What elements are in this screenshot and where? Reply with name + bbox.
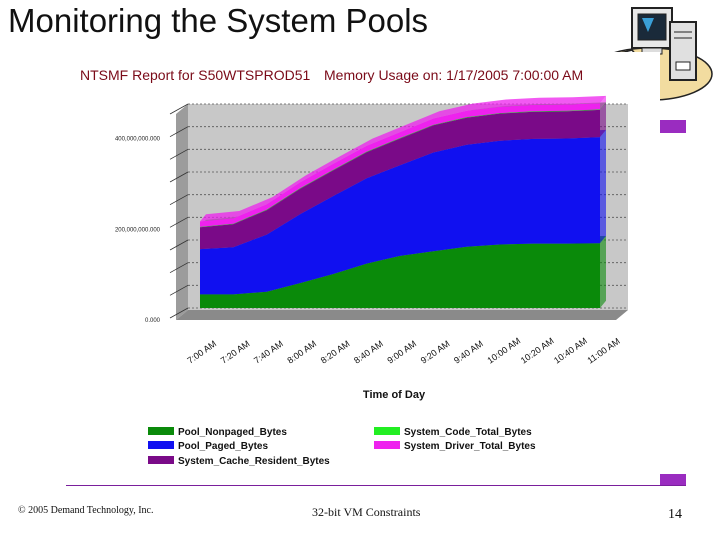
legend-swatch-paged bbox=[148, 441, 174, 449]
legend-label-nonpaged: Pool_Nonpaged_Bytes bbox=[178, 427, 287, 438]
area-side-3 bbox=[600, 102, 606, 110]
accent-bar-bottom bbox=[660, 474, 686, 486]
area-side-4 bbox=[600, 95, 606, 110]
grid-tick bbox=[169, 284, 189, 296]
footer-divider bbox=[66, 485, 686, 486]
legend-label-paged: Pool_Paged_Bytes bbox=[178, 441, 268, 452]
grid-tick bbox=[169, 148, 189, 160]
y-tick-label: 400,000,000.000 bbox=[115, 137, 161, 143]
grid-tick bbox=[169, 307, 189, 319]
footer-copyright: © 2005 Demand Technology, Inc. bbox=[18, 505, 154, 516]
plot-floor bbox=[176, 310, 628, 320]
chart-subtitle: Memory Usage on: 1/17/2005 7:00:00 AM bbox=[324, 67, 583, 83]
legend-swatch-driver bbox=[374, 441, 400, 449]
legend-swatch-nonpaged bbox=[148, 427, 174, 435]
y-tick-label: 0.000 bbox=[145, 318, 161, 324]
legend-label-driver: System_Driver_Total_Bytes bbox=[404, 441, 536, 452]
legend-label-code: System_Code_Total_Bytes bbox=[404, 427, 532, 438]
grid-tick bbox=[169, 239, 189, 251]
area-side-1 bbox=[600, 129, 606, 244]
x-axis-label: Time of Day bbox=[363, 389, 426, 401]
grid-tick bbox=[169, 126, 189, 138]
y-axis: 0.000 200,000,000.000 400,000,000.000 bbox=[115, 137, 161, 324]
footer-title: 32-bit VM Constraints bbox=[312, 505, 421, 519]
legend-swatch-code bbox=[374, 427, 400, 435]
chart-title: NTSMF Report for S50WTSPROD51 bbox=[80, 67, 310, 83]
chart-legend: Pool_Nonpaged_Bytes Pool_Paged_Bytes Sys… bbox=[148, 427, 536, 467]
legend-label-cache: System_Cache_Resident_Bytes bbox=[178, 456, 330, 467]
grid-tick bbox=[169, 216, 189, 228]
grid-tick bbox=[169, 171, 189, 183]
plot-left-wall bbox=[176, 104, 188, 320]
grid-tick bbox=[169, 194, 189, 206]
area-layer bbox=[200, 95, 606, 308]
page-number: 14 bbox=[668, 507, 682, 522]
grid-tick bbox=[169, 103, 189, 115]
grid-tick bbox=[169, 262, 189, 274]
area-side-2 bbox=[600, 102, 606, 138]
legend-swatch-cache bbox=[148, 456, 174, 464]
accent-bar-top bbox=[660, 120, 686, 133]
area-series-1 bbox=[200, 137, 600, 295]
area-series-0 bbox=[200, 243, 600, 308]
slide-title: Monitoring the System Pools bbox=[8, 2, 429, 39]
y-tick-label: 200,000,000.000 bbox=[115, 227, 161, 233]
chart-frame: NTSMF Report for S50WTSPROD51 Memory Usa… bbox=[60, 52, 660, 486]
area-series-2 bbox=[200, 109, 600, 250]
area-side-0 bbox=[600, 235, 606, 308]
